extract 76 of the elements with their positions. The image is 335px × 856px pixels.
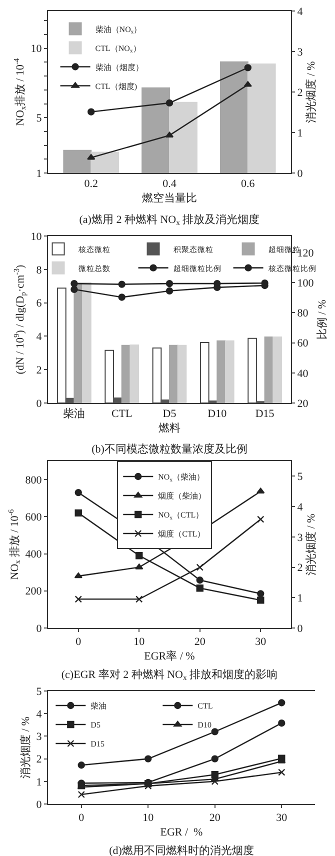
- x-tick-label: D15: [255, 408, 275, 420]
- y-tick-label: 10: [30, 43, 42, 56]
- y2-tick-label: 100: [297, 277, 314, 290]
- x-axis-title: EGR / %: [160, 826, 203, 838]
- y-tick-label: 0: [36, 622, 42, 635]
- y2-tick-label: 4: [297, 6, 304, 18]
- y2-tick-label: 60: [297, 338, 309, 350]
- y-tick-label: 0: [36, 398, 42, 410]
- x-tick-label: 20: [194, 636, 206, 648]
- y-tick-label: 1: [36, 168, 42, 180]
- y2-tick-label: 80: [297, 308, 309, 320]
- y-tick-label: 4: [36, 708, 42, 720]
- legend-label: 烟度（柴油）: [158, 492, 206, 501]
- x-axis-title: 燃料: [158, 421, 180, 434]
- legend-label: CTL: [198, 702, 213, 711]
- text: (c)EGR 率对 2 种燃料 NO$_{x}$ 排放和烟度的影响: [61, 668, 278, 682]
- y2-tick-label: 5: [297, 471, 304, 484]
- x-tick-label: 0.6: [241, 178, 256, 190]
- x-tick-label: 柴油: [63, 407, 86, 420]
- y-tick-label: 800: [25, 474, 42, 486]
- y2-tick-label: 20: [297, 398, 309, 410]
- x-tick-label: CTL: [111, 408, 133, 420]
- x-tick-label: 0.2: [84, 178, 98, 190]
- y-tick-label: 5: [36, 686, 42, 698]
- legend-label: NO$_{x}$（CTL）: [158, 510, 204, 522]
- x-tick-label: D5: [162, 408, 177, 420]
- legend-label: D10: [198, 720, 212, 730]
- legend-label: 烟度（CTL）: [158, 530, 206, 539]
- y2-tick-label: 3: [297, 46, 304, 58]
- x-tick-label: 20: [209, 812, 221, 824]
- y2-tick-label: 40: [297, 368, 309, 380]
- y-tick-label: 3: [36, 731, 42, 744]
- y-tick-label: 10: [30, 230, 42, 243]
- y2-tick-label: 2: [297, 562, 303, 574]
- y-tick-label: 2: [36, 754, 42, 766]
- y2-tick-label: 0: [297, 168, 304, 180]
- y2-tick-label: 0: [297, 622, 304, 635]
- y2-axis-title: 消光烟度 / %: [304, 61, 318, 123]
- y-tick-label: 1: [36, 776, 42, 788]
- x-tick-label: 30: [276, 812, 288, 824]
- y2-axis-title: 比例 / %: [315, 300, 328, 340]
- text: (b)不同模态微粒数量浓度及比例: [92, 442, 248, 456]
- y2-tick-label: 2: [297, 86, 303, 99]
- x-tick-label: 30: [255, 636, 267, 648]
- y-tick-label: 5: [36, 112, 42, 124]
- text: (a)燃用 2 种燃料 NO$_{x}$ 排放及消光烟度: [79, 212, 260, 228]
- y-tick-label: 4: [36, 331, 42, 344]
- x-tick-label: 0: [78, 812, 85, 824]
- x-tick-label: 10: [142, 812, 154, 824]
- y2-tick-label: 3: [297, 532, 304, 544]
- y-axis-title: 消光烟度 / %: [18, 716, 32, 778]
- y-tick-label: 400: [25, 548, 42, 561]
- legend-label: D15: [90, 740, 104, 749]
- y-tick-label: 200: [25, 586, 42, 598]
- y2-tick-label: 1: [297, 127, 303, 140]
- y-tick-label: 8: [36, 264, 42, 276]
- y2-tick-label: 4: [297, 501, 304, 514]
- y2-axis-title: 消光烟度 / %: [304, 514, 318, 576]
- y-tick-label: 0: [36, 798, 42, 811]
- y-tick-label: 6: [36, 298, 42, 310]
- y2-tick-label: 1: [297, 592, 303, 604]
- y-tick-label: 600: [25, 512, 42, 524]
- legend-label: 柴油（烟度）: [95, 62, 144, 72]
- legend-label: NO$_{x}$（柴油）: [158, 472, 204, 484]
- x-tick-label: D10: [208, 408, 228, 420]
- x-tick-label: 10: [134, 636, 146, 648]
- x-tick-label: 0.4: [162, 178, 177, 190]
- y-tick-label: 2: [36, 364, 42, 376]
- legend-label: CTL（NO$_{x}$）: [95, 44, 141, 55]
- legend-label: CTL（烟度): [95, 82, 138, 91]
- x-axis-title: 燃空当量比: [142, 191, 197, 204]
- x-axis-title: EGR率 / %: [144, 649, 195, 662]
- legend-label: 柴油（NO$_{x}$）: [95, 24, 142, 36]
- legend-label: 柴油: [90, 702, 107, 711]
- legend-label: D5: [90, 720, 100, 730]
- x-tick-label: 0: [76, 636, 82, 648]
